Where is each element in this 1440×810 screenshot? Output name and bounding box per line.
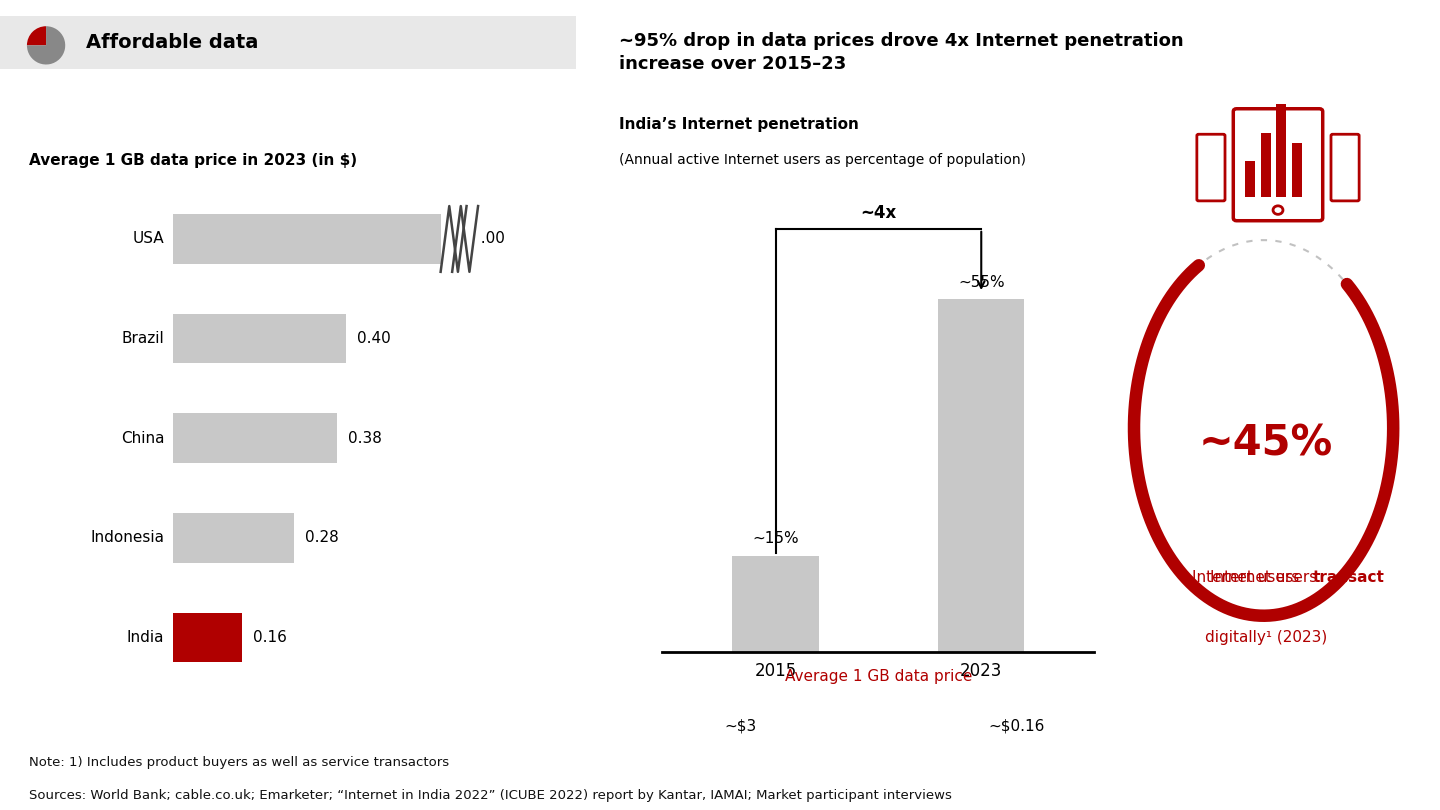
Text: 0.28: 0.28 — [305, 531, 338, 545]
Text: 6.00: 6.00 — [472, 232, 507, 246]
Bar — [733, 556, 819, 652]
Text: China: China — [121, 431, 164, 446]
Text: Average 1 GB data price: Average 1 GB data price — [785, 669, 972, 684]
Text: ~$3: ~$3 — [724, 718, 756, 733]
Bar — [937, 300, 1024, 652]
Text: USA: USA — [132, 232, 164, 246]
Text: Indonesia: Indonesia — [91, 531, 164, 545]
FancyBboxPatch shape — [173, 513, 294, 563]
Wedge shape — [27, 26, 65, 65]
FancyBboxPatch shape — [441, 204, 481, 274]
Text: ~95% drop in data prices drove 4x Internet penetration
increase over 2015–23: ~95% drop in data prices drove 4x Intern… — [619, 32, 1184, 73]
Text: transact: transact — [1313, 570, 1385, 586]
Bar — [1292, 143, 1302, 197]
Text: ~4x: ~4x — [860, 204, 897, 223]
Text: ~55%: ~55% — [958, 275, 1005, 290]
FancyBboxPatch shape — [1276, 126, 1286, 197]
Text: Brazil: Brazil — [121, 331, 164, 346]
FancyBboxPatch shape — [173, 413, 337, 463]
Text: 0.38: 0.38 — [348, 431, 383, 446]
Text: India’s Internet penetration: India’s Internet penetration — [619, 117, 860, 133]
Text: ~$0.16: ~$0.16 — [988, 718, 1045, 733]
Text: (Annual active Internet users as percentage of population): (Annual active Internet users as percent… — [619, 153, 1027, 167]
Bar — [1276, 104, 1286, 197]
FancyBboxPatch shape — [1246, 182, 1254, 197]
Text: Internet users: Internet users — [1210, 570, 1322, 586]
FancyBboxPatch shape — [173, 612, 242, 663]
FancyBboxPatch shape — [173, 214, 461, 264]
Bar — [1246, 161, 1254, 197]
Bar — [1260, 133, 1270, 197]
FancyBboxPatch shape — [1260, 154, 1270, 197]
Text: Sources: World Bank; cable.co.uk; Emarketer; “Internet in India 2022” (ICUBE 202: Sources: World Bank; cable.co.uk; Emarke… — [29, 788, 952, 802]
FancyBboxPatch shape — [1292, 164, 1302, 197]
Text: digitally¹ (2023): digitally¹ (2023) — [1205, 629, 1328, 645]
FancyBboxPatch shape — [173, 313, 346, 364]
Text: Average 1 GB data price in 2023 (in $): Average 1 GB data price in 2023 (in $) — [29, 152, 357, 168]
Text: Note: 1) Includes product buyers as well as service transactors: Note: 1) Includes product buyers as well… — [29, 756, 449, 769]
Text: 0.16: 0.16 — [253, 630, 288, 645]
Text: ~45%: ~45% — [1200, 423, 1333, 465]
Wedge shape — [27, 26, 46, 45]
Text: India: India — [127, 630, 164, 645]
Text: Affordable data: Affordable data — [86, 33, 259, 52]
Text: Internet users: Internet users — [1192, 570, 1305, 586]
Text: 0.40: 0.40 — [357, 331, 390, 346]
Text: ~15%: ~15% — [752, 531, 799, 546]
